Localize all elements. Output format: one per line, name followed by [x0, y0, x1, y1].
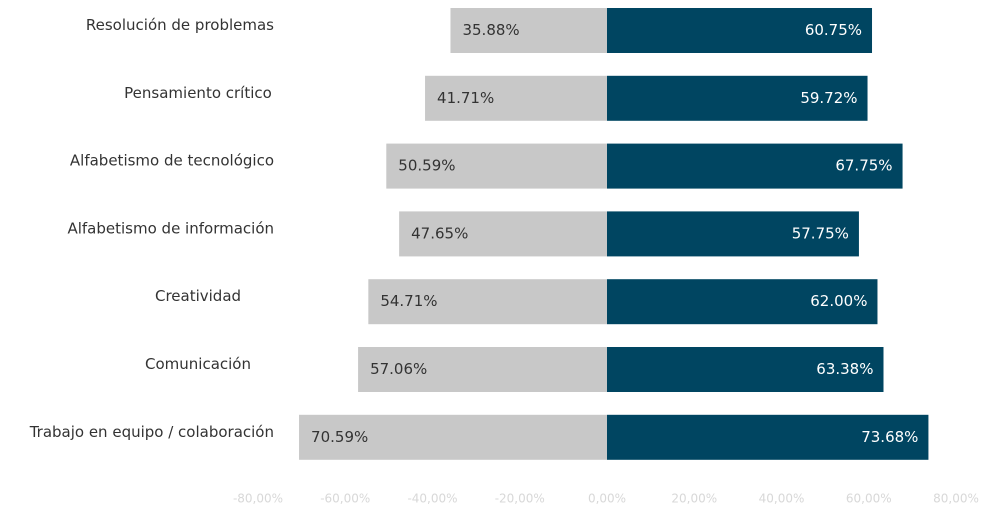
x-tick-label: -60,00% [320, 492, 370, 506]
category-label: Pensamiento crítico [124, 84, 272, 102]
bar [299, 414, 607, 460]
category-label: Alfabetismo de información [67, 219, 274, 237]
category-label: Creatividad [155, 287, 241, 305]
bar [450, 8, 607, 53]
bar [368, 279, 607, 325]
bar [607, 347, 884, 392]
bar [607, 143, 903, 189]
bar [607, 279, 878, 325]
bar [607, 211, 859, 257]
x-tick-label: -40,00% [407, 492, 457, 506]
value-label: 73.68% [861, 428, 918, 446]
value-label: 41.71% [437, 89, 494, 107]
category-label: Trabajo en equipo / colaboración [29, 423, 274, 441]
bar [607, 75, 868, 121]
value-label: 35.88% [462, 21, 519, 39]
value-label: 54.71% [380, 292, 437, 310]
bar [607, 8, 873, 53]
value-label: 63.38% [816, 360, 873, 378]
category-label: Comunicación [145, 355, 251, 373]
x-tick-label: 40,00% [759, 492, 805, 506]
bar [399, 211, 607, 257]
x-tick-label: 80,00% [933, 492, 979, 506]
bar [386, 143, 607, 189]
value-label: 50.59% [398, 157, 455, 175]
category-label: Alfabetismo de tecnológico [70, 152, 274, 170]
x-tick-label: -20,00% [495, 492, 545, 506]
x-tick-label: -80,00% [233, 492, 283, 506]
bar [607, 414, 929, 460]
value-label: 70.59% [311, 428, 368, 446]
x-tick-label: 0,00% [588, 492, 626, 506]
x-tick-label: 20,00% [671, 492, 717, 506]
value-label: 57.75% [792, 224, 849, 242]
value-label: 57.06% [370, 360, 427, 378]
value-label: 59.72% [800, 89, 857, 107]
value-label: 67.75% [835, 157, 892, 175]
bar [425, 75, 607, 121]
value-label: 47.65% [411, 224, 468, 242]
value-label: 62.00% [810, 292, 867, 310]
x-tick-label: 60,00% [846, 492, 892, 506]
value-label: 60.75% [805, 21, 862, 39]
bar [358, 347, 607, 392]
category-label: Resolución de problemas [86, 16, 274, 34]
